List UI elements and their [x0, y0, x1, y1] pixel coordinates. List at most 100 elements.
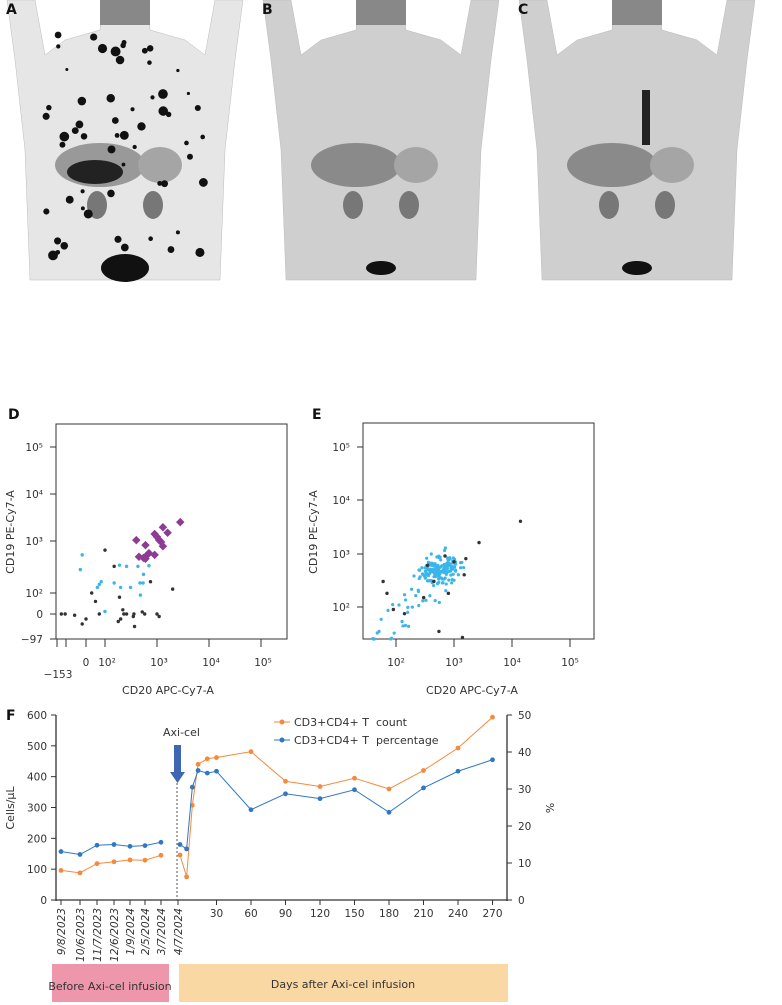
f-xtick-date: 11/7/2023 — [92, 908, 104, 962]
d-point-black — [132, 624, 137, 629]
e-ylabel: CD19 PE-Cy7-A — [307, 490, 320, 574]
liver — [311, 143, 401, 187]
lesion — [119, 130, 129, 140]
d-point-black — [118, 617, 123, 621]
lesion — [71, 127, 79, 135]
f-point-count — [184, 874, 190, 880]
head — [100, 0, 150, 25]
f-xtick-date: 12/6/2023 — [109, 908, 121, 962]
lesion — [42, 112, 50, 120]
e-point-blue — [426, 573, 431, 577]
f-point-percentage — [248, 807, 254, 813]
e-xtick: 10⁵ — [561, 657, 579, 669]
pet-image-c — [518, 0, 756, 281]
lesion — [158, 106, 168, 116]
e-point-blue — [428, 594, 432, 598]
f-point-percentage — [455, 768, 461, 774]
d-point-blue — [136, 564, 140, 569]
lesion — [77, 96, 87, 106]
d-ytick: 10⁴ — [25, 489, 43, 501]
e-point-blue — [400, 619, 404, 624]
panel-label-c: C — [518, 2, 528, 18]
e-point-black — [443, 554, 447, 558]
f-point-count — [421, 768, 426, 773]
f-point-count — [77, 870, 83, 876]
lesion — [59, 131, 70, 142]
e-point-black — [391, 607, 396, 612]
f-point-count — [94, 861, 100, 867]
d-point-black — [148, 580, 153, 584]
e-ytick: 10² — [332, 602, 350, 614]
e-point-blue — [435, 563, 440, 568]
f-point-percentage — [77, 852, 83, 857]
f-ytick-label: 0 — [40, 895, 47, 907]
d-point-blue — [103, 609, 107, 614]
d-point-blue — [95, 585, 100, 590]
e-point-blue — [438, 555, 442, 559]
f-point-percentage — [184, 846, 190, 852]
f-point-percentage — [195, 768, 201, 773]
e-point-blue — [417, 576, 421, 581]
f-y2tick-label: 30 — [518, 784, 531, 796]
legend: CD3+CD4+ T count CD3+CD4+ T percentage — [274, 716, 439, 747]
lesion — [184, 140, 189, 146]
e-point-black — [462, 573, 466, 577]
d-point-blue — [138, 593, 143, 597]
lesion — [200, 134, 206, 140]
e-point-blue — [444, 589, 448, 593]
e-point-blue — [454, 569, 458, 573]
lesion — [80, 189, 85, 194]
phase-after-label: Days after Axi-cel infusion — [271, 978, 415, 991]
pet-image-a — [6, 0, 244, 282]
panel-label-f: F — [6, 708, 16, 724]
f-xtick-date: 1/9/2024 — [125, 908, 137, 955]
f-series-line-count — [179, 716, 493, 878]
e-point-black — [437, 629, 441, 634]
e-ytick: 10⁵ — [332, 442, 350, 454]
f-point-percentage — [58, 849, 64, 854]
f-point-percentage — [204, 770, 210, 776]
d-point-blue — [147, 564, 151, 568]
d-point-black — [122, 612, 126, 616]
lesion — [141, 47, 148, 54]
d-point-black — [140, 610, 144, 614]
line-chart-f: 0 100 200 300 400 500 600 0 10 20 30 40 50 9/8/2023 10… — [4, 710, 556, 1002]
lesion — [90, 33, 98, 41]
kidney — [599, 191, 619, 219]
e-point-blue — [416, 588, 420, 592]
e-point-blue — [453, 565, 457, 569]
spleen — [394, 147, 438, 183]
lesion — [121, 162, 126, 167]
e-xtick: 10⁴ — [503, 657, 521, 669]
bladder — [622, 261, 652, 275]
f-point-count — [204, 756, 210, 762]
phase-after-box — [179, 964, 508, 1002]
d-point-black — [103, 548, 107, 552]
lesion — [186, 91, 190, 96]
e-point-blue — [450, 577, 454, 582]
f-point-percentage — [352, 787, 357, 793]
e-point-black — [381, 579, 385, 584]
e-point-blue — [432, 583, 436, 588]
lesion — [167, 246, 175, 253]
d-ytick: −97 — [21, 634, 43, 646]
d-point-black — [170, 587, 175, 591]
lesion — [198, 178, 208, 187]
f-point-count — [283, 778, 288, 784]
d-point-black — [121, 608, 125, 612]
d-point-black — [59, 612, 64, 616]
lesion — [65, 195, 74, 204]
e-point-blue — [448, 562, 452, 566]
f-ytick-label: 100 — [27, 864, 47, 876]
d-ytick: 10⁵ — [25, 442, 43, 454]
f-ytick-label: 600 — [27, 710, 47, 722]
f-xtick-day: 240 — [448, 908, 468, 920]
e-point-blue — [433, 574, 438, 579]
lesion — [80, 133, 88, 140]
e-point-blue — [406, 610, 410, 614]
e-point-blue — [440, 581, 445, 585]
e-point-blue — [437, 600, 441, 605]
e-point-blue — [421, 599, 425, 603]
lesion — [56, 44, 61, 49]
d-xtick: 10⁴ — [202, 657, 220, 669]
